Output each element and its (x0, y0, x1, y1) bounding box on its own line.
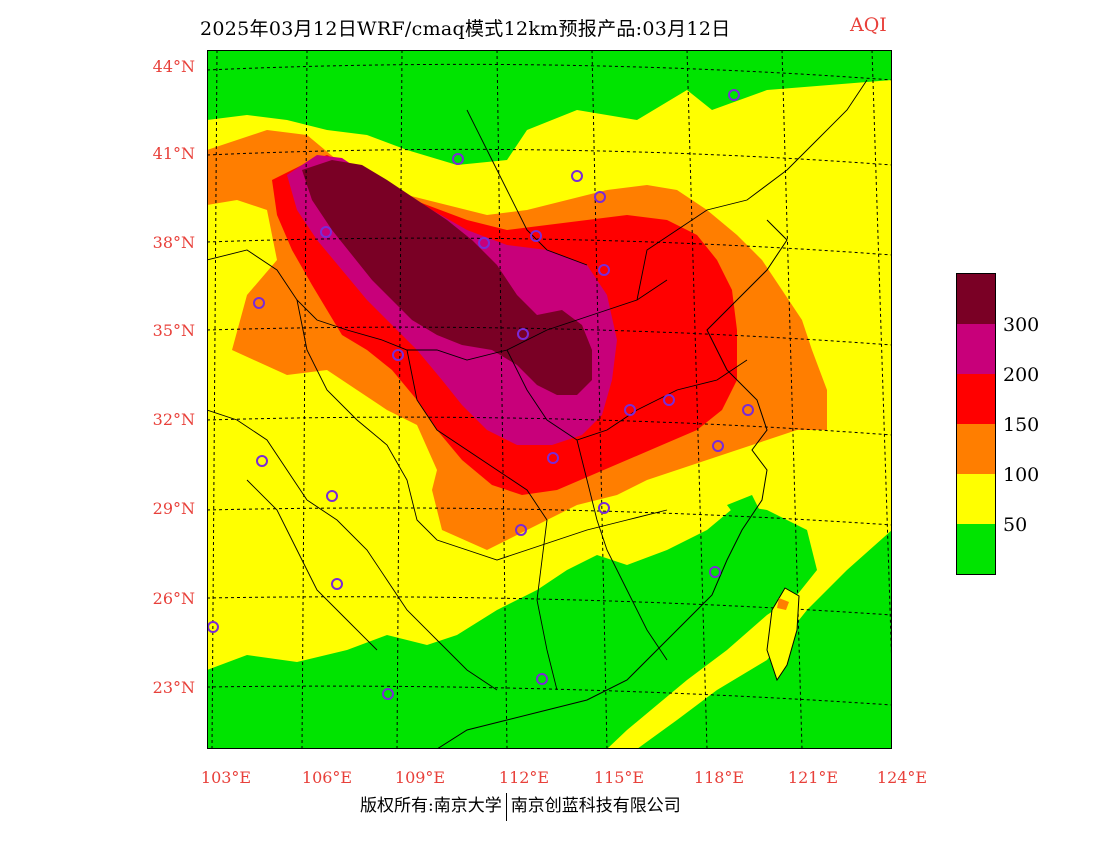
legend-swatch-150-200 (957, 374, 995, 424)
station-marker (547, 452, 559, 464)
aqi-zone-green-south (207, 505, 817, 749)
lat-label: 44°N (152, 57, 195, 76)
station-marker (624, 404, 636, 416)
lon-label: 121°E (787, 768, 839, 787)
station-marker (452, 153, 464, 165)
station-marker (530, 230, 542, 242)
taiwan-orange-spot (777, 598, 789, 610)
lat-label: 41°N (152, 144, 195, 163)
station-marker (571, 170, 583, 182)
aqi-forecast-map (207, 50, 892, 749)
map-title: 2025年03月12日WRF/cmaq模式12km预报产品:03月12日 (200, 18, 731, 40)
station-marker (515, 524, 527, 536)
station-marker (253, 297, 265, 309)
aqi-legend (956, 273, 996, 575)
lat-label: 35°N (152, 321, 195, 340)
legend-swatch-50-100 (957, 474, 995, 524)
station-marker (331, 578, 343, 590)
map-border (207, 50, 892, 749)
station-marker (392, 349, 404, 361)
station-marker (598, 502, 610, 514)
station-marker (742, 404, 754, 416)
copyright-separator (505, 792, 507, 821)
lon-label: 115°E (593, 768, 645, 787)
legend-label-150: 150 (1003, 414, 1040, 436)
title-row: 2025年03月12日WRF/cmaq模式12km预报产品:03月12日 AQI (0, 14, 1100, 42)
station-marker (709, 566, 721, 578)
lon-label: 112°E (498, 768, 550, 787)
aqi-zone-green-east (727, 495, 762, 525)
lon-label: 124°E (876, 768, 928, 787)
lon-label: 103°E (200, 768, 252, 787)
station-marker (594, 191, 606, 203)
copyright-company: 南京创蓝科技有限公司 (510, 796, 681, 816)
legend-label-200: 200 (1003, 364, 1040, 386)
aqi-zone-green-north (207, 50, 892, 165)
lon-label: 118°E (693, 768, 745, 787)
province-boundaries (207, 79, 868, 691)
station-marker (478, 237, 490, 249)
aqi-zone-green-southeast (637, 530, 892, 749)
legend-label-50: 50 (1003, 514, 1028, 536)
lat-label: 32°N (152, 410, 195, 429)
lon-label: 109°E (394, 768, 446, 787)
lat-label: 29°N (152, 499, 195, 518)
copyright-owner: 版权所有:南京大学 (360, 796, 502, 816)
legend-swatch-200-300 (957, 324, 995, 374)
station-marker (320, 226, 332, 238)
station-markers (207, 89, 754, 700)
coastline (436, 219, 788, 749)
station-marker (536, 673, 548, 685)
copyright-line: 版权所有:南京大学 南京创蓝科技有限公司 (360, 791, 681, 821)
legend-swatch-0-50 (957, 524, 995, 574)
station-marker (663, 394, 675, 406)
taiwan-outline (766, 587, 800, 682)
legend-swatch-300-plus (957, 274, 995, 324)
station-marker (598, 264, 610, 276)
aqi-zone-darkred (302, 160, 592, 395)
legend-label-100: 100 (1003, 464, 1040, 486)
station-marker (517, 328, 529, 340)
station-marker (256, 455, 268, 467)
station-marker (712, 440, 724, 452)
lon-label: 106°E (301, 768, 353, 787)
lat-label: 23°N (152, 678, 195, 697)
legend-label-300: 300 (1003, 314, 1040, 336)
station-marker (326, 490, 338, 502)
legend-swatch-100-150 (957, 424, 995, 474)
map-unit-label: AQI (850, 14, 887, 36)
lat-label: 26°N (152, 589, 195, 608)
station-marker (728, 89, 740, 101)
station-marker (382, 688, 394, 700)
lat-label: 38°N (152, 233, 195, 252)
